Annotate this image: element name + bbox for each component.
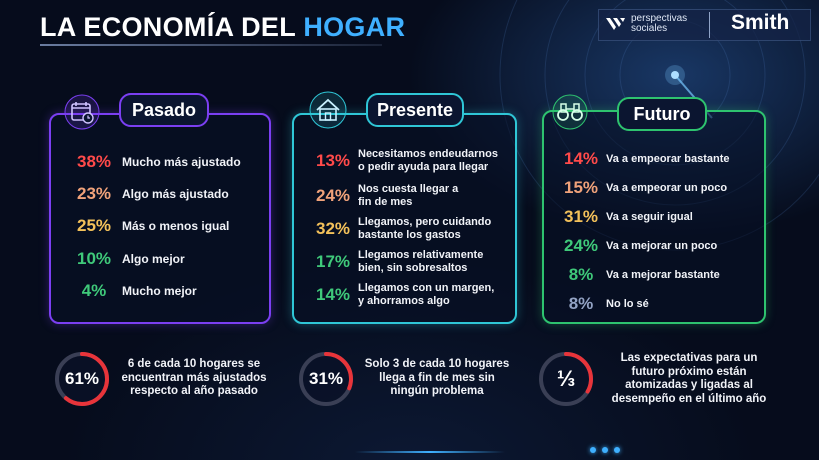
futuro-pct: 8% <box>568 294 594 313</box>
presente-label-line2: bien, sin sobresaltos <box>358 262 468 274</box>
pasado-pct: 38% <box>76 152 112 171</box>
pasado-panel <box>49 113 271 324</box>
title-main: LA ECONOMÍA DEL <box>40 12 304 42</box>
futuro-label: Va a seguir igual <box>606 210 693 223</box>
futuro-pct: 31% <box>563 207 599 226</box>
stat-description: Las expectativas para un futuro próximo … <box>604 352 774 406</box>
stat-line: Solo 3 de cada 10 hogares <box>364 358 510 370</box>
stat-line: 6 de cada 10 hogares se <box>127 358 261 370</box>
presente-pct: 17% <box>315 252 351 271</box>
stat-ring-arc <box>299 352 353 406</box>
presente-pct: 32% <box>315 219 351 238</box>
pasado-pct: 25% <box>76 216 112 235</box>
pasado-pct: 4% <box>81 281 107 300</box>
page-title: LA ECONOMÍA DEL HOGAR <box>40 12 405 43</box>
futuro-label: Va a mejorar un poco <box>606 239 718 252</box>
futuro-label: No lo sé <box>606 297 649 310</box>
ps-logo-icon <box>606 18 625 30</box>
presente-row: 14% Llegamos con un margen, y ahorramos a… <box>308 282 494 308</box>
tab-presente: Presente <box>366 93 464 127</box>
stat-line: futuro próximo están <box>631 365 747 378</box>
stat-line: respecto al año pasado <box>130 385 258 397</box>
presente-pct: 24% <box>315 186 351 205</box>
futuro-label: Va a empeorar bastante <box>606 152 730 165</box>
tab-futuro: Futuro <box>617 97 707 131</box>
futuro-pct: 15% <box>563 178 599 197</box>
futuro-pct: 24% <box>563 236 599 255</box>
pasado-pct: 23% <box>76 184 112 203</box>
house-icon <box>309 91 347 129</box>
futuro-row: 31% Va a seguir igual <box>556 207 693 227</box>
calendar-clock-icon <box>64 94 100 130</box>
ps-logo-line1: perspectivas <box>631 13 688 24</box>
title-highlight: HOGAR <box>303 12 406 42</box>
pasado-label: Más o menos igual <box>122 218 230 233</box>
presente-row: 13% Necesitamos endeudarnos o pedir ayuda… <box>308 148 498 174</box>
presente-label-line2: bastante los gastos <box>358 229 461 241</box>
stat-line: llega a fin de mes sin <box>379 371 495 384</box>
presente-pct: 13% <box>315 151 351 170</box>
pagination-dots <box>590 447 620 453</box>
stat-line: ningún problema <box>390 385 484 397</box>
dot <box>602 447 608 453</box>
futuro-pct: 14% <box>563 149 599 168</box>
presente-label-line2: o pedir ayuda para llegar <box>358 161 489 173</box>
dot <box>590 447 596 453</box>
pasado-label: Mucho más ajustado <box>122 154 241 169</box>
pasado-row: 25% Más o menos igual <box>66 216 229 236</box>
smith-logo: Smith <box>731 11 790 34</box>
presente-row: 32% Llegamos, pero cuidando bastante los … <box>308 216 491 242</box>
perspectivas-sociales-logo: perspectivas sociales <box>604 14 687 34</box>
presente-label-line2: y ahorramos algo <box>358 295 450 307</box>
stat-line: atomizadas y ligadas al <box>625 379 753 391</box>
stat-ring-arc <box>55 352 109 406</box>
pasado-label: Algo más ajustado <box>122 186 229 201</box>
pasado-row: 23% Algo más ajustado <box>66 184 229 204</box>
stat-ring-third <box>539 352 593 406</box>
stat-ring-31 <box>299 352 353 406</box>
presente-label-line1: Llegamos relativamente <box>358 249 484 261</box>
presente-label-line1: Nos cuesta llegar a <box>358 183 459 195</box>
dot <box>614 447 620 453</box>
pasado-pct: 10% <box>76 249 112 268</box>
stat-ring-61 <box>55 352 109 406</box>
bottom-glow-line <box>355 451 505 453</box>
presente-label-line2: fin de mes <box>358 196 413 208</box>
binoculars-icon <box>552 94 588 130</box>
presente-pct: 14% <box>315 285 351 304</box>
futuro-row: 8% Va a mejorar bastante <box>556 265 720 285</box>
logo-bar <box>598 9 811 41</box>
stat-description: 6 de cada 10 hogares se encuentran más a… <box>114 358 274 399</box>
presente-label-line1: Necesitamos endeudarnos <box>358 148 498 160</box>
presente-label-line1: Llegamos, pero cuidando <box>358 216 492 228</box>
stat-line: encuentran más ajustados <box>121 371 267 384</box>
stat-ring-arc <box>539 352 593 406</box>
stat-value: 31% <box>308 369 344 388</box>
stat-line: Las expectativas para un <box>620 352 758 364</box>
title-underline <box>40 44 382 46</box>
stat-line: desempeño en el último año <box>611 392 767 405</box>
pasado-label: Algo mejor <box>122 251 185 266</box>
stat-value: 61% <box>64 369 100 388</box>
futuro-row: 24% Va a mejorar un poco <box>556 236 717 256</box>
futuro-label: Va a mejorar bastante <box>606 268 720 281</box>
pasado-row: 10% Algo mejor <box>66 249 185 269</box>
futuro-row: 14% Va a empeorar bastante <box>556 149 730 169</box>
pasado-row: 38% Mucho más ajustado <box>66 152 241 172</box>
futuro-row: 15% Va a empeorar un poco <box>556 178 727 198</box>
presente-row: 24% Nos cuesta llegar a fin de mes <box>308 183 458 209</box>
presente-panel <box>292 113 517 324</box>
stat-value: ⅓ <box>556 366 576 391</box>
futuro-label: Va a empeorar un poco <box>606 181 728 194</box>
futuro-pct: 8% <box>568 265 594 284</box>
stat-description: Solo 3 de cada 10 hogares llega a fin de… <box>357 358 517 399</box>
futuro-row: 8% No lo sé <box>556 294 649 314</box>
pasado-label: Mucho mejor <box>122 283 197 298</box>
pasado-row: 4% Mucho mejor <box>66 281 197 301</box>
tab-pasado: Pasado <box>119 93 209 127</box>
presente-label-line1: Llegamos con un margen, <box>358 282 495 294</box>
ps-logo-line2: sociales <box>631 23 668 34</box>
presente-row: 17% Llegamos relativamente bien, sin sobr… <box>308 249 483 275</box>
logo-divider <box>709 12 710 38</box>
